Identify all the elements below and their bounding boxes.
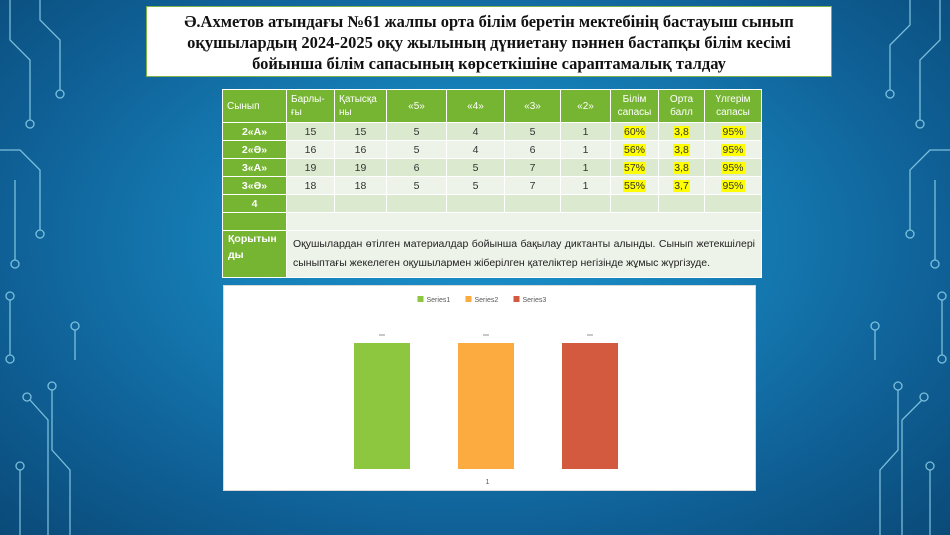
cell-performance: 95% [704, 122, 762, 141]
header-grade-2: «2» [560, 89, 611, 123]
conclusion-text: Оқушылардан өтілген материалдар бойынша … [286, 230, 762, 278]
header-grade-4: «4» [446, 89, 505, 123]
cell-grade-4: 4 [446, 140, 505, 159]
table-row: 3«А» 19 19 6 5 7 1 57% 3,8 95% [222, 158, 762, 177]
cell-quality: 57% [610, 158, 659, 177]
cell-present: 16 [334, 140, 387, 159]
cell-grade-2: 1 [560, 158, 611, 177]
legend-swatch [513, 296, 520, 302]
cell-present [334, 194, 387, 213]
cell-grade-3: 7 [504, 158, 561, 177]
cell-grade-3: 7 [504, 176, 561, 195]
cell-present: 18 [334, 176, 387, 195]
legend-label: Series1 [427, 297, 451, 304]
cell-grade-5: 6 [386, 158, 447, 177]
cell-quality: 55% [610, 176, 659, 195]
cell-quality: 60% [610, 122, 659, 141]
bar-chart: Series1 Series2 Series3 1 [223, 285, 756, 491]
cell-total: 18 [286, 176, 335, 195]
header-grade-3: «3» [504, 89, 561, 123]
table-row-empty [222, 212, 762, 231]
chart-svg: Series1 Series2 Series3 1 [354, 296, 618, 486]
header-grade-5: «5» [386, 89, 447, 123]
cell-total [286, 194, 335, 213]
cell-class: 2«Ә» [222, 140, 287, 159]
cell-total: 15 [286, 122, 335, 141]
cell-quality [610, 194, 659, 213]
cell-grade-2: 1 [560, 176, 611, 195]
x-tick-label: 1 [486, 479, 490, 486]
cell-performance: 95% [704, 176, 762, 195]
cell-average: 3,8 [658, 140, 705, 159]
cell-average [658, 194, 705, 213]
title-line-3: бойынша білім сапасының көрсеткішіне сар… [252, 54, 726, 73]
grades-table: Сынып Барлы-ғы Қатысқа ны «5» «4» «3» «2»… [222, 89, 762, 278]
right-circuit-decoration [870, 0, 950, 535]
table-row: 2«Ә» 16 16 5 4 6 1 56% 3,8 95% [222, 140, 762, 159]
bar-series2 [458, 343, 514, 469]
cell-grade-2 [560, 194, 611, 213]
legend-swatch [465, 296, 472, 302]
table-row: 2«А» 15 15 5 4 5 1 60% 3,8 95% [222, 122, 762, 141]
conclusion-label: Қорытын ды [222, 230, 287, 278]
cell-grade-5: 5 [386, 122, 447, 141]
cell-present: 19 [334, 158, 387, 177]
cell-grade-3 [504, 194, 561, 213]
cell-grade-3: 6 [504, 140, 561, 159]
cell-grade-4: 4 [446, 122, 505, 141]
cell-class: 2«А» [222, 122, 287, 141]
cell-performance [704, 194, 762, 213]
cell-class [222, 212, 287, 231]
cell-grade-5: 5 [386, 140, 447, 159]
title-line-2: оқушылардың 2024-2025 оқу жылының дүниет… [187, 33, 791, 52]
conclusion-row: Қорытын ды Оқушылардан өтілген материалда… [222, 230, 762, 278]
legend-label: Series2 [475, 297, 499, 304]
slide-title: Ә.Ахметов атындағы №61 жалпы орта білім … [146, 6, 832, 77]
header-quality: Білім сапасы [610, 89, 659, 123]
cell-class: 4 [222, 194, 287, 213]
cell-average: 3,7 [658, 176, 705, 195]
left-circuit-decoration [0, 0, 80, 535]
cell-total: 16 [286, 140, 335, 159]
header-average: Орта балл [658, 89, 705, 123]
header-total: Барлы-ғы [286, 89, 335, 123]
legend-swatch [417, 296, 424, 302]
header-class: Сынып [222, 89, 287, 123]
header-present: Қатысқа ны [334, 89, 387, 123]
cell-grade-3: 5 [504, 122, 561, 141]
cell-total: 19 [286, 158, 335, 177]
title-line-1: Ә.Ахметов атындағы №61 жалпы орта білім … [184, 12, 794, 31]
cell-grade-5: 5 [386, 176, 447, 195]
cell-class: 3«А» [222, 158, 287, 177]
legend-label: Series3 [523, 297, 547, 304]
cell-quality: 56% [610, 140, 659, 159]
cell-grade-2: 1 [560, 122, 611, 141]
cell-average: 3,8 [658, 122, 705, 141]
table-header-row: Сынып Барлы-ғы Қатысқа ны «5» «4» «3» «2»… [222, 89, 762, 123]
cell-average: 3,8 [658, 158, 705, 177]
cell-performance: 95% [704, 140, 762, 159]
header-performance: Үлгерім сапасы [704, 89, 762, 123]
cell-grade-2: 1 [560, 140, 611, 159]
cell-grade-4 [446, 194, 505, 213]
cell-empty [286, 212, 762, 231]
table-row: 3«Ә» 18 18 5 5 7 1 55% 3,7 95% [222, 176, 762, 195]
table-row: 4 [222, 194, 762, 213]
cell-grade-4: 5 [446, 176, 505, 195]
bar-series1 [354, 343, 410, 469]
cell-present: 15 [334, 122, 387, 141]
bar-series3 [562, 343, 618, 469]
cell-grade-4: 5 [446, 158, 505, 177]
cell-performance: 95% [704, 158, 762, 177]
cell-grade-5 [386, 194, 447, 213]
cell-class: 3«Ә» [222, 176, 287, 195]
